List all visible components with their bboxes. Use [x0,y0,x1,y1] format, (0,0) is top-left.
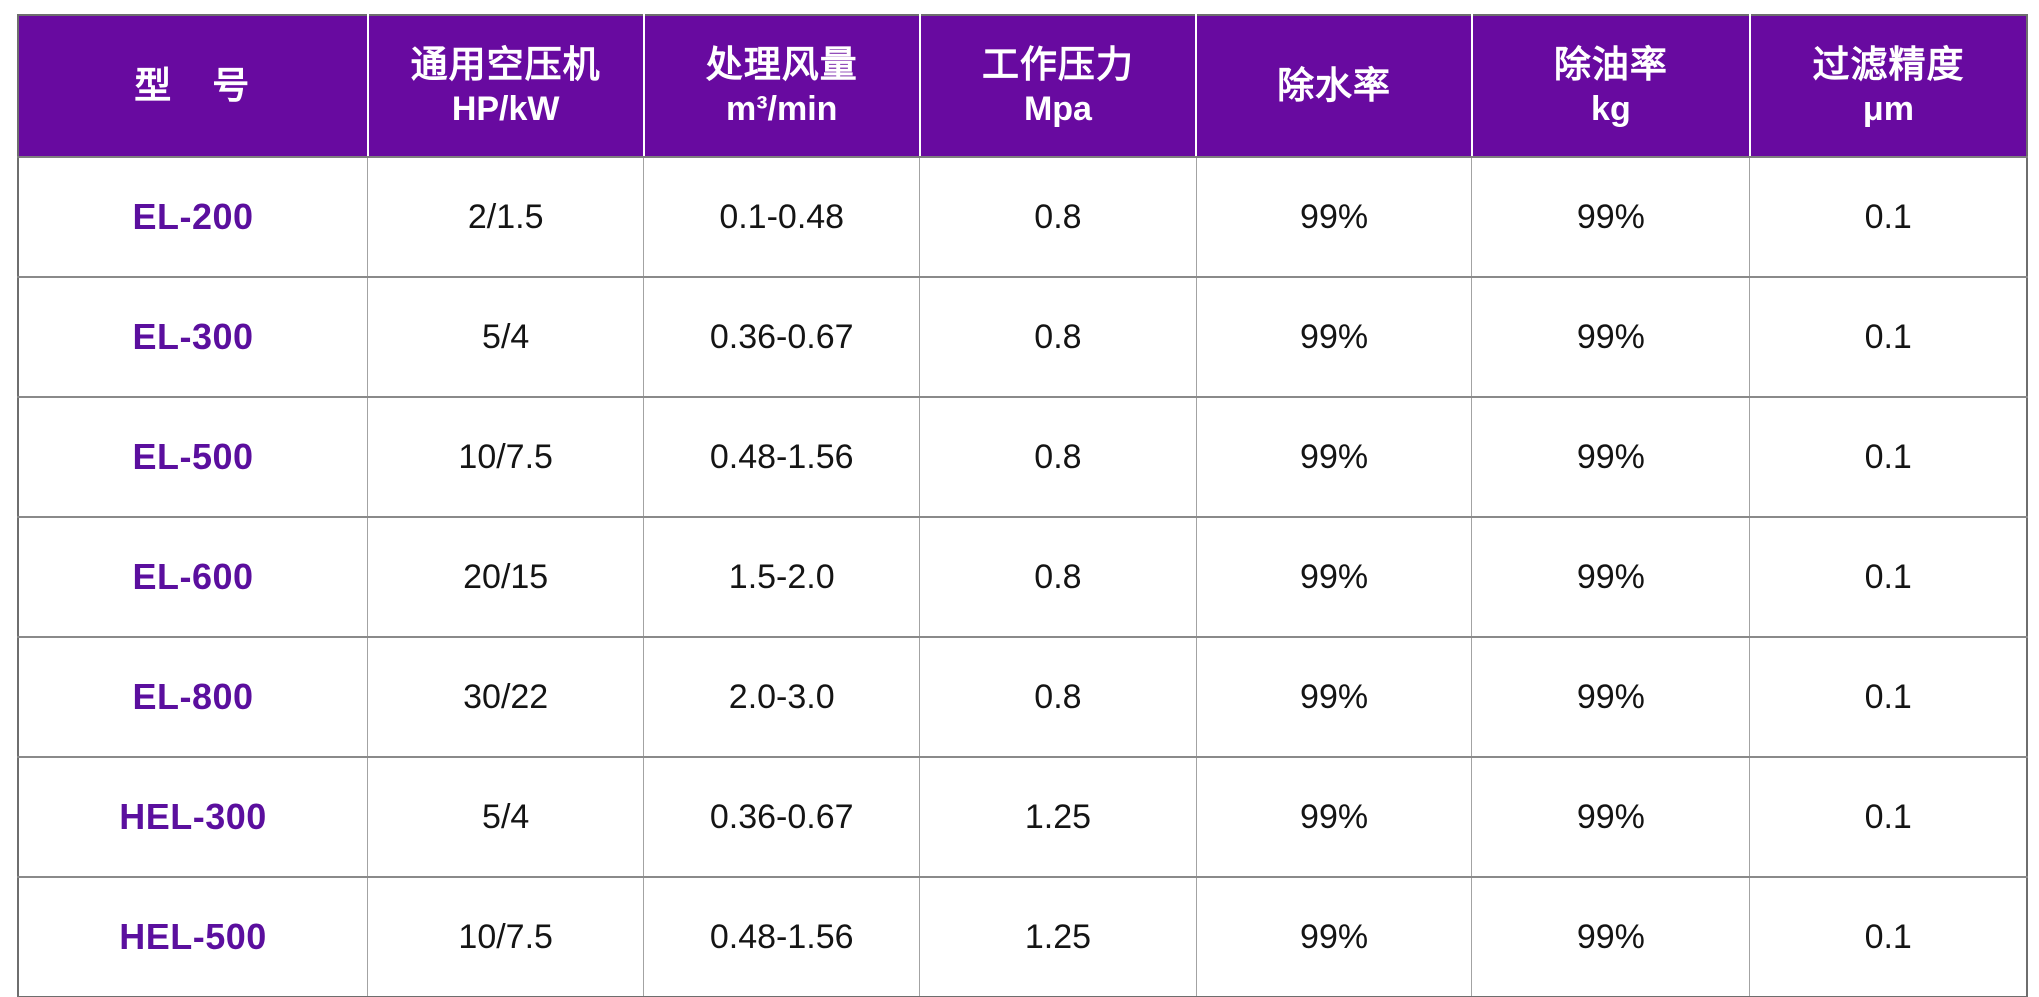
cell-filtration: 0.1 [1749,276,2027,397]
header-unit: HP/kW [451,89,560,128]
cell-water-removal: 99% [1195,156,1472,277]
cell-water-removal: 99% [1195,396,1472,517]
cell-water-removal: 99% [1195,516,1472,637]
table-header-row: 型 号 通用空压机 HP/kW 处理风量 m³/min 工作压力 Mpa 除水率 [18,15,2027,158]
header-cell-model: 型 号 [18,15,368,158]
header-unit: m³/min [725,89,838,128]
cell-pressure: 0.8 [919,156,1197,277]
cell-model: HEL-500 [18,876,368,997]
header-title: 通用空压机 [410,43,601,85]
header-unit: Mpa [1023,89,1092,128]
header-cell-air-flow: 处理风量 m³/min [642,15,920,158]
cell-hp-kw: 20/15 [367,516,644,637]
cell-oil-removal: 99% [1471,876,1750,997]
cell-hp-kw: 2/1.5 [367,156,644,277]
header-title: 型 号 [134,64,252,106]
cell-filtration: 0.1 [1749,516,2027,637]
header-title: 过滤精度 [1812,43,1965,85]
spec-table: 型 号 通用空压机 HP/kW 处理风量 m³/min 工作压力 Mpa 除水率 [17,14,2028,997]
cell-model: EL-200 [18,156,368,277]
cell-water-removal: 99% [1195,636,1472,757]
header-cell-compressor-power: 通用空压机 HP/kW [366,15,644,158]
table-row: EL-500 10/7.5 0.48-1.56 0.8 99% 99% 0.1 [18,396,2027,517]
header-title: 工作压力 [981,43,1134,85]
cell-pressure: 0.8 [919,516,1197,637]
header-cell-water-removal: 除水率 [1195,15,1472,158]
cell-flow: 0.36-0.67 [643,756,920,877]
cell-hp-kw: 10/7.5 [367,396,644,517]
cell-oil-removal: 99% [1471,396,1750,517]
header-cell-filtration-precision: 过滤精度 μm [1748,15,2027,158]
cell-flow: 1.5-2.0 [643,516,920,637]
cell-hp-kw: 30/22 [367,636,644,757]
cell-model: EL-500 [18,396,368,517]
cell-filtration: 0.1 [1749,636,2027,757]
cell-oil-removal: 99% [1471,276,1750,397]
cell-oil-removal: 99% [1471,156,1750,277]
cell-model: HEL-300 [18,756,368,877]
header-cell-oil-removal: 除油率 kg [1470,15,1750,158]
header-unit: kg [1591,89,1631,128]
table-row: HEL-300 5/4 0.36-0.67 1.25 99% 99% 0.1 [18,756,2027,877]
cell-hp-kw: 5/4 [367,756,644,877]
cell-pressure: 1.25 [919,756,1197,877]
cell-filtration: 0.1 [1749,396,2027,517]
cell-filtration: 0.1 [1749,876,2027,997]
table-row: HEL-500 10/7.5 0.48-1.56 1.25 99% 99% 0.… [18,876,2027,997]
header-title: 除油率 [1553,43,1668,85]
table-row: EL-600 20/15 1.5-2.0 0.8 99% 99% 0.1 [18,516,2027,637]
cell-pressure: 1.25 [919,876,1197,997]
cell-hp-kw: 10/7.5 [367,876,644,997]
header-title: 处理风量 [705,43,858,85]
table-row: EL-300 5/4 0.36-0.67 0.8 99% 99% 0.1 [18,276,2027,397]
cell-pressure: 0.8 [919,276,1197,397]
cell-water-removal: 99% [1195,756,1472,877]
cell-flow: 2.0-3.0 [643,636,920,757]
header-unit: μm [1862,89,1914,128]
cell-flow: 0.36-0.67 [643,276,920,397]
cell-oil-removal: 99% [1471,636,1750,757]
cell-water-removal: 99% [1195,876,1472,997]
cell-oil-removal: 99% [1471,516,1750,637]
cell-model: EL-600 [18,516,368,637]
cell-pressure: 0.8 [919,396,1197,517]
cell-pressure: 0.8 [919,636,1197,757]
cell-flow: 0.48-1.56 [643,396,920,517]
cell-hp-kw: 5/4 [367,276,644,397]
table-body: EL-200 2/1.5 0.1-0.48 0.8 99% 99% 0.1 EL… [18,156,2027,997]
cell-water-removal: 99% [1195,276,1472,397]
cell-model: EL-800 [18,636,368,757]
cell-filtration: 0.1 [1749,756,2027,877]
header-title: 除水率 [1277,64,1392,106]
table-row: EL-800 30/22 2.0-3.0 0.8 99% 99% 0.1 [18,636,2027,757]
cell-model: EL-300 [18,276,368,397]
table-row: EL-200 2/1.5 0.1-0.48 0.8 99% 99% 0.1 [18,156,2027,277]
cell-flow: 0.1-0.48 [643,156,920,277]
header-cell-working-pressure: 工作压力 Mpa [918,15,1197,158]
cell-filtration: 0.1 [1749,156,2027,277]
cell-oil-removal: 99% [1471,756,1750,877]
cell-flow: 0.48-1.56 [643,876,920,997]
